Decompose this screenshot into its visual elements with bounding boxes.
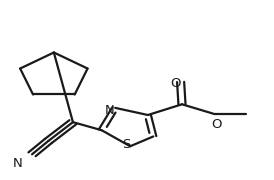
Text: N: N xyxy=(13,157,23,170)
Text: O: O xyxy=(170,77,180,90)
Text: S: S xyxy=(122,138,130,151)
Text: N: N xyxy=(105,104,115,117)
Text: O: O xyxy=(211,118,221,131)
